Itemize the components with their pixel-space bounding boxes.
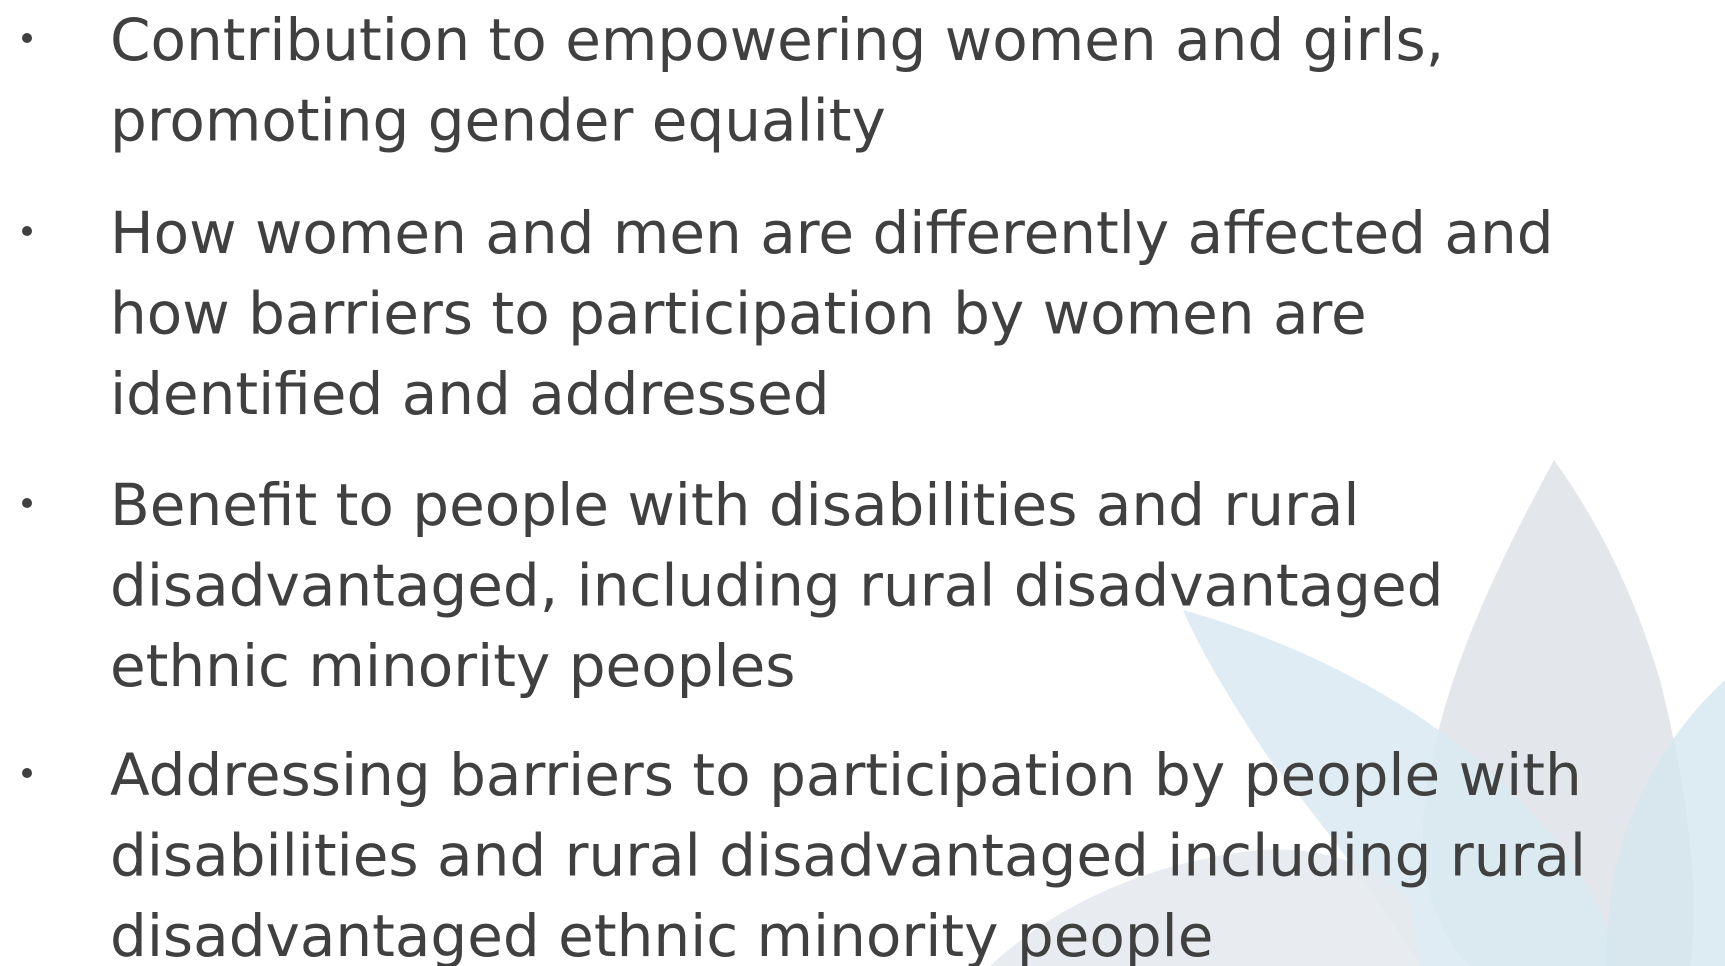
bullet-line: identified and addressed bbox=[110, 360, 830, 428]
bullet-line: disabilities and rural disadvantaged inc… bbox=[110, 822, 1586, 890]
bullet-dot bbox=[22, 33, 32, 43]
bullet-line: How women and men are differently affect… bbox=[110, 199, 1554, 267]
bullet-line: disadvantaged ethnic minority people bbox=[110, 902, 1213, 966]
bullet-line: Addressing barriers to participation by … bbox=[110, 741, 1582, 809]
bullet-dot bbox=[22, 498, 32, 508]
bullet-line: disadvantaged, including rural disadvant… bbox=[110, 552, 1443, 620]
bullet-line: promoting gender equality bbox=[110, 87, 886, 155]
bullet-dot bbox=[22, 768, 32, 778]
bullet-list: Contribution to empowering women and gir… bbox=[22, 6, 1586, 966]
bullet-line: Benefit to people with disabilities and … bbox=[110, 471, 1360, 539]
page: {"bullets": [ ["Contribution to empoweri… bbox=[0, 0, 1725, 966]
bullet-line: Contribution to empowering women and gir… bbox=[110, 6, 1444, 74]
slide: Contribution to empowering women and gir… bbox=[0, 0, 1725, 966]
bullet-line: how barriers to participation by women a… bbox=[110, 280, 1367, 348]
bullet-line: ethnic minority peoples bbox=[110, 632, 796, 700]
bullet-dot bbox=[22, 226, 32, 236]
